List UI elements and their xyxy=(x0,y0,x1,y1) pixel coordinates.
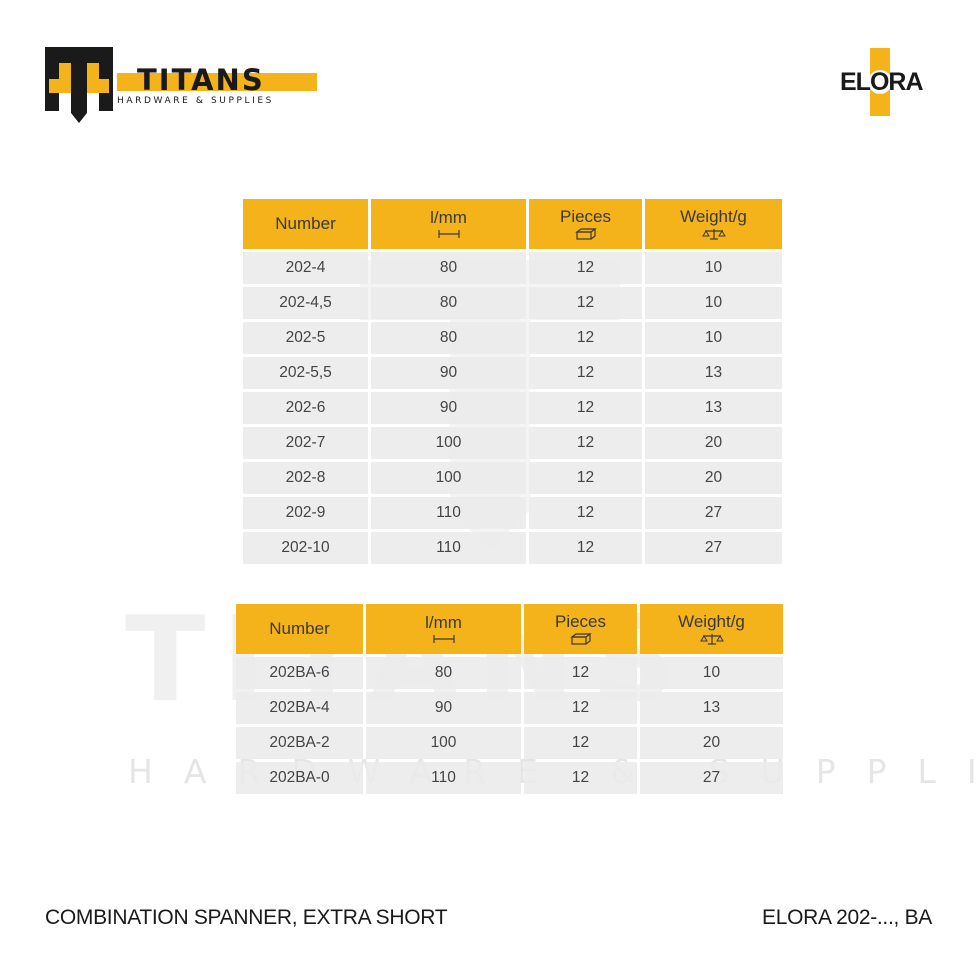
header-number: Number xyxy=(236,604,363,654)
header-weight: Weight/g xyxy=(640,604,783,654)
cell-pieces: 12 xyxy=(524,692,637,724)
cell-number: 202BA-6 xyxy=(236,657,363,689)
elora-logo-icon xyxy=(868,48,892,116)
cell-weight: 27 xyxy=(640,762,783,794)
product-code: ELORA 202-..., BA xyxy=(762,906,932,929)
titans-t-h-emblem-icon xyxy=(45,47,113,123)
cell-length: 80 xyxy=(371,322,526,354)
cell-number: 202-7 xyxy=(243,427,368,459)
table-row: 202-8 100 12 20 xyxy=(243,462,782,494)
cell-length: 110 xyxy=(371,532,526,564)
table-row: 202-9 110 12 27 xyxy=(243,497,782,529)
cell-weight: 13 xyxy=(645,392,782,424)
header-weight: Weight/g xyxy=(645,199,782,249)
box-icon xyxy=(574,228,597,240)
cell-weight: 20 xyxy=(645,462,782,494)
cell-length: 100 xyxy=(371,462,526,494)
brand-accent-line xyxy=(117,89,317,91)
cell-number: 202BA-4 xyxy=(236,692,363,724)
cell-weight: 10 xyxy=(640,657,783,689)
cell-number: 202-4,5 xyxy=(243,287,368,319)
cell-number: 202-9 xyxy=(243,497,368,529)
product-title: COMBINATION SPANNER, EXTRA SHORT xyxy=(45,906,448,929)
cell-length: 80 xyxy=(366,657,521,689)
cell-number: 202-5,5 xyxy=(243,357,368,389)
cell-pieces: 12 xyxy=(524,657,637,689)
cell-number: 202-4 xyxy=(243,252,368,284)
brand-subtitle: HARDWARE & SUPPLIES xyxy=(117,96,274,106)
header-pieces: Pieces xyxy=(524,604,637,654)
header-number: Number xyxy=(243,199,368,249)
cell-number: 202-5 xyxy=(243,322,368,354)
cell-length: 90 xyxy=(371,392,526,424)
scale-icon xyxy=(701,229,726,240)
header-pieces: Pieces xyxy=(529,199,642,249)
cell-weight: 20 xyxy=(645,427,782,459)
table-row: 202BA-0 110 12 27 xyxy=(236,762,783,794)
cell-weight: 27 xyxy=(645,532,782,564)
cell-pieces: 12 xyxy=(524,762,637,794)
cell-number: 202-8 xyxy=(243,462,368,494)
cell-pieces: 12 xyxy=(529,357,642,389)
cell-weight: 27 xyxy=(645,497,782,529)
cell-number: 202BA-0 xyxy=(236,762,363,794)
cell-pieces: 12 xyxy=(529,462,642,494)
spec-table-metric: Number l/mm Pieces Weight/g xyxy=(240,196,785,567)
cell-weight: 13 xyxy=(645,357,782,389)
table-row: 202-6 90 12 13 xyxy=(243,392,782,424)
cell-length: 100 xyxy=(371,427,526,459)
cell-number: 202-6 xyxy=(243,392,368,424)
cell-length: 90 xyxy=(366,692,521,724)
table-row: 202-5 80 12 10 xyxy=(243,322,782,354)
header-length: l/mm xyxy=(366,604,521,654)
table-row: 202BA-4 90 12 13 xyxy=(236,692,783,724)
brand-accent-bar xyxy=(117,73,317,89)
table-row: 202-7 100 12 20 xyxy=(243,427,782,459)
cell-pieces: 12 xyxy=(529,497,642,529)
spec-table-ba: Number l/mm Pieces Weight/g xyxy=(233,601,786,797)
cell-weight: 10 xyxy=(645,287,782,319)
header-length: l/mm xyxy=(371,199,526,249)
cell-weight: 20 xyxy=(640,727,783,759)
cell-pieces: 12 xyxy=(529,287,642,319)
length-icon xyxy=(432,635,455,643)
cell-length: 90 xyxy=(371,357,526,389)
maker-name: ELORA xyxy=(840,68,923,96)
cell-length: 80 xyxy=(371,252,526,284)
length-icon xyxy=(437,230,460,238)
maker-logo: ELORA xyxy=(832,48,932,118)
cell-weight: 10 xyxy=(645,322,782,354)
cell-number: 202-10 xyxy=(243,532,368,564)
table-row: 202-10 110 12 27 xyxy=(243,532,782,564)
cell-number: 202BA-2 xyxy=(236,727,363,759)
brand-name: TITANS xyxy=(137,63,265,97)
cell-pieces: 12 xyxy=(529,322,642,354)
cell-length: 100 xyxy=(366,727,521,759)
cell-length: 110 xyxy=(371,497,526,529)
table-row: 202-4,5 80 12 10 xyxy=(243,287,782,319)
cell-pieces: 12 xyxy=(529,532,642,564)
cell-length: 110 xyxy=(366,762,521,794)
table-row: 202-4 80 12 10 xyxy=(243,252,782,284)
table-row: 202BA-6 80 12 10 xyxy=(236,657,783,689)
box-icon xyxy=(569,633,592,645)
brand-logo: TITANS HARDWARE & SUPPLIES xyxy=(45,45,317,125)
table-header-row: Number l/mm Pieces Weight/g xyxy=(243,199,782,249)
table-row: 202-5,5 90 12 13 xyxy=(243,357,782,389)
cell-pieces: 12 xyxy=(529,252,642,284)
cell-pieces: 12 xyxy=(524,727,637,759)
table-header-row: Number l/mm Pieces Weight/g xyxy=(236,604,783,654)
table-row: 202BA-2 100 12 20 xyxy=(236,727,783,759)
cell-pieces: 12 xyxy=(529,427,642,459)
cell-weight: 13 xyxy=(640,692,783,724)
scale-icon xyxy=(699,634,724,645)
cell-length: 80 xyxy=(371,287,526,319)
cell-weight: 10 xyxy=(645,252,782,284)
cell-pieces: 12 xyxy=(529,392,642,424)
